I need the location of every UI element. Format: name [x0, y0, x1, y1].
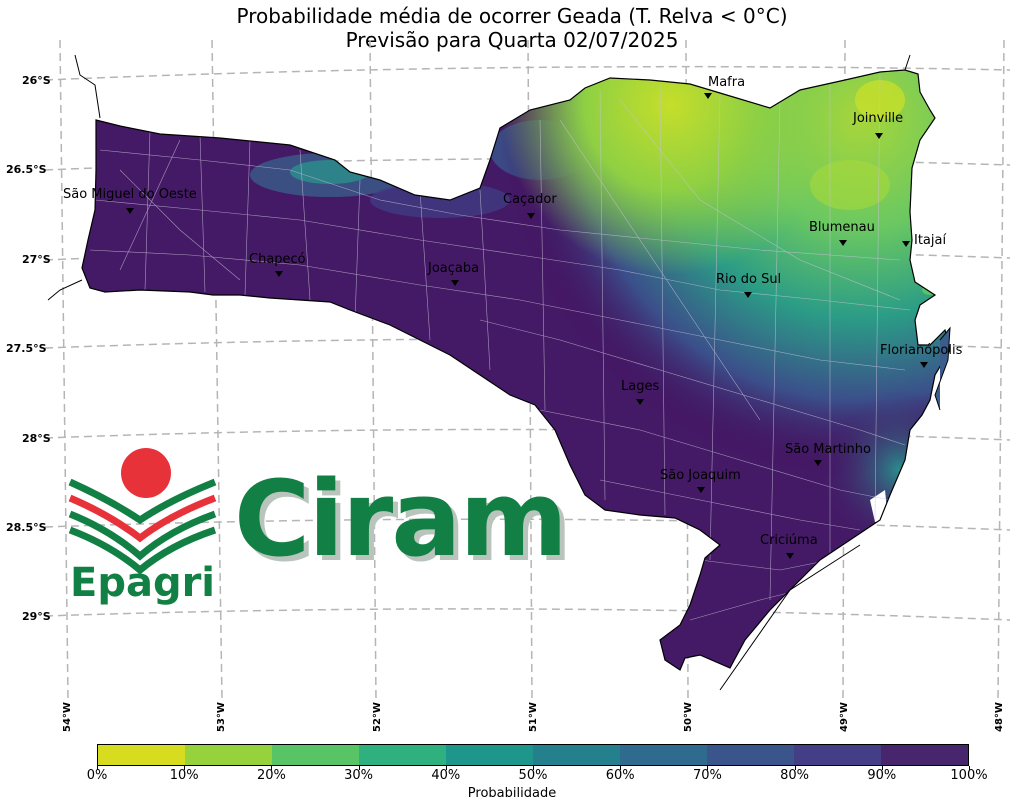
- colorbar-bin: [620, 745, 707, 765]
- colorbar-tick-label: 0%: [86, 768, 108, 783]
- colorbar-tickmark: [358, 766, 360, 770]
- lat-label: 26.5°S: [6, 163, 47, 176]
- colorbar-tick-label: 80%: [780, 768, 810, 783]
- colorbar-tick-label: 100%: [950, 768, 988, 783]
- border-south: [47, 279, 83, 301]
- colorbar-tickmark: [707, 766, 709, 770]
- colorbar-tick-label: 60%: [605, 768, 635, 783]
- lon-label: 51°W: [528, 702, 539, 732]
- ciram-logo-text: Ciram: [234, 458, 568, 580]
- colorbar-tick-label: 10%: [169, 768, 199, 783]
- city-label-mafra: Mafra: [708, 75, 746, 90]
- lon-label: 54°W: [62, 702, 73, 732]
- colorbar-tick-label: 70%: [692, 768, 722, 783]
- epagri-logo-mark: [68, 448, 217, 575]
- colorbar-tick-label: 30%: [344, 768, 374, 783]
- colorbar-bin: [98, 745, 185, 765]
- map-title: Probabilidade média de ocorrer Geada (T.…: [236, 4, 788, 28]
- colorbar-tickmark: [184, 766, 186, 770]
- city-label-joacaba: Joaçaba: [428, 261, 480, 276]
- lat-label: 28°S: [22, 432, 51, 445]
- colorbar-tick-label: 40%: [431, 768, 461, 783]
- colorbar-tickmark: [881, 766, 883, 770]
- city-label-chapeco: Chapecó: [249, 252, 306, 267]
- colorbar-tick-label: 90%: [867, 768, 897, 783]
- city-label-blumenau: Blumenau: [809, 220, 875, 235]
- city-label-florianopolis: Florianópolis: [880, 343, 963, 358]
- colorbar-tickmark: [271, 766, 273, 770]
- colorbar-tickmark: [97, 766, 98, 770]
- colorbar-bin: [533, 745, 620, 765]
- colorbar-bin: [359, 745, 446, 765]
- colorbar: [97, 744, 969, 766]
- epagri-logo-text: Epagri: [70, 560, 216, 606]
- border-parana: [904, 54, 911, 71]
- city-label-sao-martinho: São Martinho: [785, 442, 871, 457]
- colorbar-label: Probabilidade: [467, 786, 557, 801]
- colorbar-tick-label: 20%: [256, 768, 286, 783]
- colorbar-bin: [707, 745, 794, 765]
- city-label-lages: Lages: [621, 379, 660, 394]
- colorbar-bin: [881, 745, 968, 765]
- lat-label: 27°S: [22, 253, 51, 266]
- city-label-criciuma: Criciúma: [760, 533, 818, 548]
- lat-label: 28.5°S: [6, 521, 47, 534]
- lon-label: 50°W: [683, 702, 694, 732]
- city-label-rio-do-sul: Rio do Sul: [716, 272, 782, 287]
- city-label-joinville: Joinville: [853, 111, 904, 126]
- florianopolis-island: [934, 326, 951, 411]
- lat-label: 27.5°S: [6, 342, 47, 355]
- lat-label: 26°S: [22, 74, 51, 87]
- colorbar-tickmark: [533, 766, 534, 770]
- municipal-boundaries: [89, 74, 911, 621]
- lon-label: 52°W: [372, 702, 383, 732]
- colorbar-tickmark: [620, 766, 622, 770]
- map-canvas: [44, 39, 1011, 701]
- colorbar-bin: [272, 745, 359, 765]
- colorbar-tick-label: 50%: [518, 768, 548, 783]
- map-subtitle: Previsão para Quarta 02/07/2025: [345, 28, 679, 52]
- colorbar-bin: [446, 745, 533, 765]
- colorbar-tickmark: [445, 766, 447, 770]
- border-argentina: [74, 54, 101, 119]
- city-label-itajai: Itajaí: [914, 233, 947, 248]
- lon-label: 49°W: [839, 702, 850, 732]
- city-label-sao-joaquim: São Joaquim: [660, 468, 741, 483]
- city-label-sao-miguel-do-oeste: São Miguel do Oeste: [63, 187, 197, 202]
- state-outline: [81, 69, 951, 671]
- city-label-cacador: Caçador: [503, 192, 557, 207]
- lat-label: 29°S: [22, 610, 51, 623]
- city-markers: [126, 93, 928, 559]
- lon-label: 48°W: [994, 702, 1005, 732]
- colorbar-bin: [794, 745, 881, 765]
- lon-label: 53°W: [216, 702, 227, 732]
- colorbar-tickmark: [969, 766, 970, 770]
- colorbar-bin: [185, 745, 272, 765]
- colorbar-tickmark: [794, 766, 796, 770]
